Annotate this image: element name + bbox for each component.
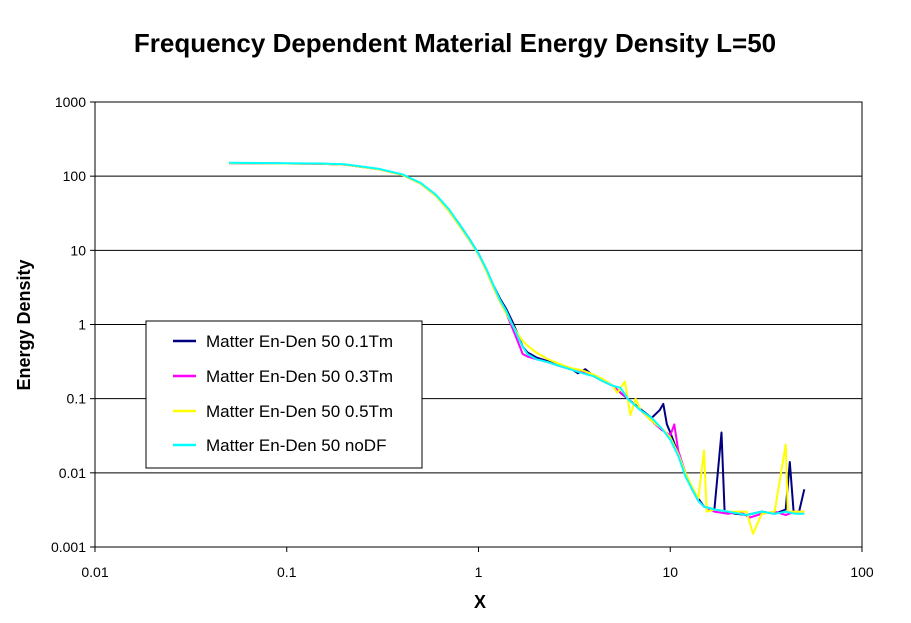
- y-tick-label: 1: [78, 317, 86, 333]
- x-tick-label: 0.01: [81, 564, 108, 580]
- legend-label: Matter En-Den 50 0.5Tm: [206, 402, 393, 421]
- legend-item: Matter En-Den 50 0.1Tm: [173, 332, 393, 351]
- y-axis-title: Energy Density: [14, 259, 34, 390]
- legend: Matter En-Den 50 0.1Tm Matter En-Den 50 …: [145, 320, 423, 469]
- series-group: [228, 161, 806, 535]
- y-tick-label: 1000: [55, 94, 86, 110]
- legend-label: Matter En-Den 50 noDF: [206, 436, 386, 455]
- x-tick-label: 0.1: [277, 564, 297, 580]
- legend-label: Matter En-Den 50 0.1Tm: [206, 332, 393, 351]
- legend-item: Matter En-Den 50 0.3Tm: [173, 367, 393, 386]
- x-tick-label: 100: [850, 564, 874, 580]
- legend-label: Matter En-Den 50 0.3Tm: [206, 367, 393, 386]
- legend-box: [145, 320, 423, 469]
- series-line: [228, 161, 805, 516]
- y-tick-label: 100: [63, 168, 87, 184]
- x-tick-label: 10: [662, 564, 678, 580]
- y-tick-label: 0.01: [59, 465, 86, 481]
- x-tick-label: 1: [475, 564, 483, 580]
- legend-item: Matter En-Den 50 0.5Tm: [173, 402, 393, 421]
- x-axis-title: X: [474, 592, 486, 612]
- y-tick-label: 10: [70, 242, 86, 258]
- y-tick-label: 0.001: [51, 539, 86, 555]
- legend-item: Matter En-Den 50 noDF: [173, 436, 386, 455]
- axis-ticks: 0.001 0.01 0.1 1 10 100 1000 0.01 0.1 1 10 100: [51, 94, 874, 580]
- chart-title: Frequency Dependent Material Energy Dens…: [134, 28, 776, 58]
- y-tick-label: 0.1: [67, 391, 87, 407]
